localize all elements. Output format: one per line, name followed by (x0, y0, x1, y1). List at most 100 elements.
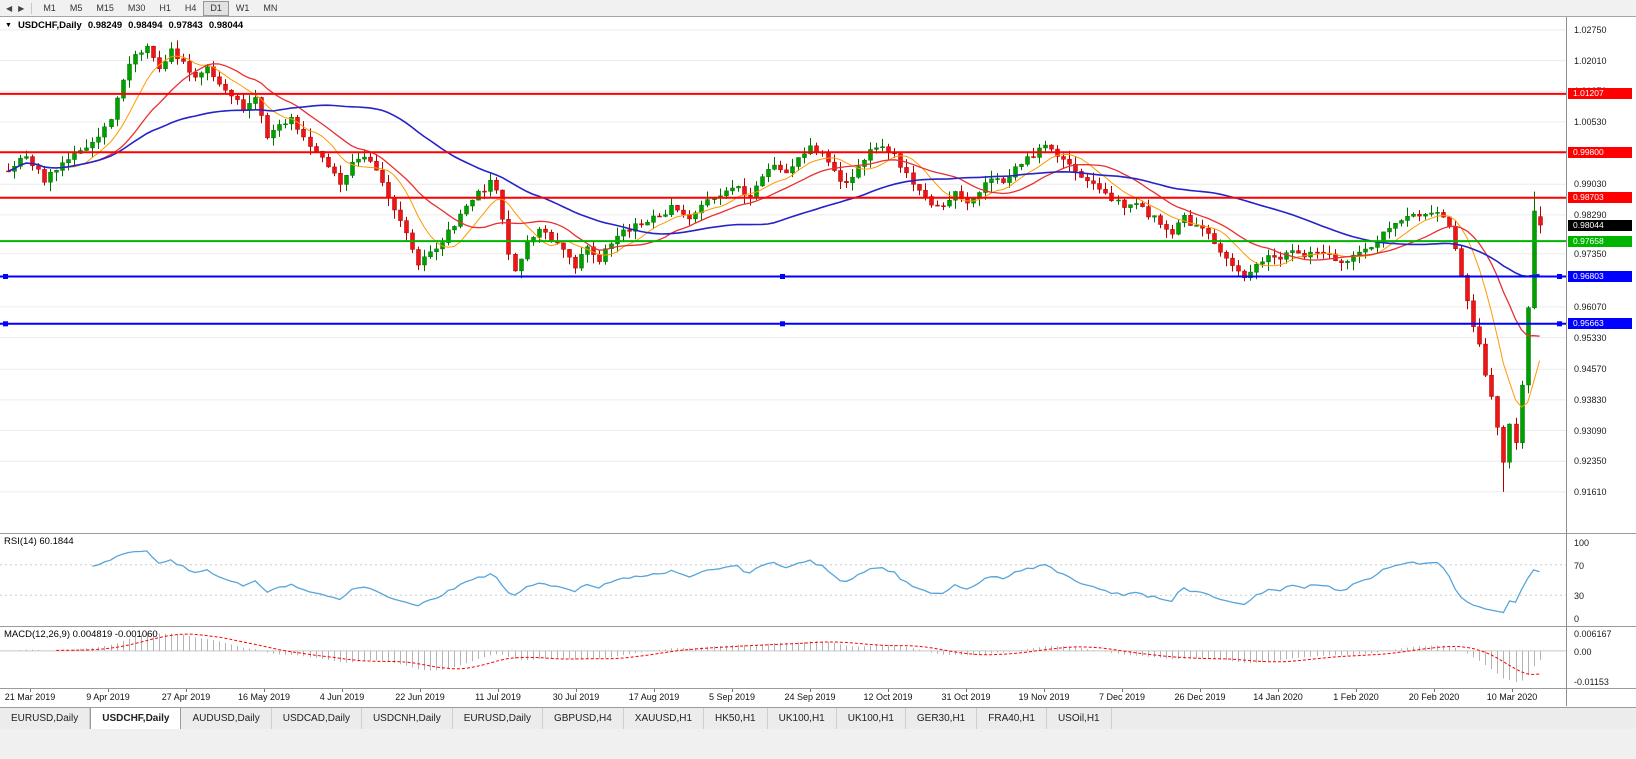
candle-body (947, 199, 952, 207)
panel-separator-3[interactable] (0, 688, 1636, 689)
candle-body (1471, 300, 1476, 327)
candle-body (874, 147, 879, 150)
macd-signal-line (56, 633, 1540, 676)
horizontal-line[interactable] (0, 321, 1566, 327)
timeframe-button-m5[interactable]: M5 (63, 1, 90, 16)
candle-body (1339, 260, 1344, 263)
chart-close-value: 0.98044 (208, 20, 244, 31)
price-tick-label: 0.93090 (1574, 425, 1607, 436)
candle-body (289, 117, 294, 125)
candle-body (48, 171, 53, 183)
chart-tab[interactable]: UK100,H1 (767, 708, 837, 729)
candle-body (133, 54, 138, 65)
candle-body (724, 190, 729, 197)
candle-body (1278, 256, 1283, 260)
chart-tab[interactable]: EURUSD,Daily (452, 708, 543, 729)
chart-collapse-icon[interactable]: ▼ (5, 22, 12, 29)
candlestick-chart[interactable] (0, 17, 1566, 533)
rsi-tick-label: 30 (1574, 591, 1585, 602)
price-axis-macd: 0.006167 0.00 -0.01153 (1567, 627, 1636, 688)
rsi-tick-label: 0 (1574, 614, 1580, 624)
candle-body (506, 219, 511, 255)
timeframe-button-m30[interactable]: M30 (121, 1, 153, 16)
price-tick-label: 0.93830 (1574, 394, 1607, 405)
candle-body (983, 182, 988, 193)
candle-body (350, 161, 355, 176)
candle-body (72, 153, 77, 160)
chart-tab[interactable]: XAUUSD,H1 (623, 708, 705, 729)
panel-separator-1[interactable] (0, 533, 1636, 534)
candle-body (1357, 251, 1362, 256)
candle-body (693, 212, 698, 220)
macd-chart[interactable] (0, 627, 1566, 688)
chart-tab[interactable]: USDCNH,Daily (361, 708, 453, 729)
date-label: 10 Mar 2020 (1486, 692, 1538, 702)
chart-tab[interactable]: FRA40,H1 (977, 708, 1047, 729)
candle-body (1206, 228, 1211, 234)
candle-body (561, 242, 566, 250)
candle-body (434, 248, 439, 253)
date-tick (420, 689, 421, 692)
candle-body (90, 141, 95, 149)
candle-body (1260, 261, 1265, 265)
candle-body (277, 124, 282, 131)
chart-tab[interactable]: GBPUSD,H4 (542, 708, 624, 729)
candle-body (422, 256, 427, 266)
candle-body (1134, 203, 1139, 205)
candle-body (1007, 176, 1012, 183)
candle-body (681, 209, 686, 215)
timeframe-button-h1[interactable]: H1 (152, 1, 178, 16)
candle-body (736, 186, 741, 189)
horizontal-line[interactable] (0, 274, 1566, 279)
candle-body (651, 215, 656, 223)
candle-body (428, 251, 433, 258)
date-label: 22 Jun 2019 (395, 692, 445, 702)
candle-body (1242, 270, 1247, 279)
chart-tab[interactable]: AUDUSD,Daily (181, 708, 272, 729)
current-price-flag: 0.98044 (1568, 219, 1632, 231)
candle-body (151, 45, 156, 58)
candle-body (1218, 243, 1223, 253)
rsi-tick-label: 70 (1574, 560, 1585, 571)
date-label: 11 Jul 2019 (475, 692, 521, 702)
date-label: 14 Jan 2020 (1253, 692, 1303, 702)
timeframe-button-d1[interactable]: D1 (203, 0, 229, 16)
date-tick (888, 689, 889, 692)
candle-body (627, 229, 632, 232)
scroll-right-icon[interactable]: ▶ (18, 3, 25, 13)
chart-tab[interactable]: HK50,H1 (704, 708, 768, 729)
date-label: 31 Oct 2019 (941, 692, 991, 702)
rsi-panel[interactable]: RSI(14) 60.1844 (0, 534, 1566, 626)
candle-body (1514, 423, 1519, 443)
timeframe-button-h4[interactable]: H4 (178, 1, 204, 16)
candle-body (398, 209, 403, 221)
timeframe-button-m15[interactable]: M15 (89, 1, 121, 16)
timeframe-button-mn[interactable]: MN (256, 1, 284, 16)
candle-body (259, 97, 264, 116)
candle-body (301, 129, 306, 138)
date-tick (1044, 689, 1045, 692)
scroll-left-icon[interactable]: ◀ (6, 3, 13, 13)
date-tick (732, 689, 733, 692)
candle-body (121, 79, 126, 99)
price-flag: 0.98703 (1568, 192, 1632, 204)
timeframe-buttons: M1 M5 M15 M30 H1 H4 D1 W1 MN (36, 0, 284, 16)
timeframe-button-w1[interactable]: W1 (229, 1, 257, 16)
chart-tab[interactable]: USOil,H1 (1046, 708, 1112, 729)
macd-panel[interactable]: MACD(12,26,9) 0.004819 -0.001060 (0, 627, 1566, 688)
candle-body (241, 99, 246, 111)
chart-tab[interactable]: GER30,H1 (905, 708, 978, 729)
axis-separator (1566, 17, 1567, 706)
chart-tab[interactable]: UK100,H1 (836, 708, 906, 729)
chart-tab[interactable]: EURUSD,Daily (0, 708, 91, 729)
candle-body (1272, 255, 1277, 258)
candle-body (1079, 171, 1084, 178)
chart-tab[interactable]: USDCAD,Daily (271, 708, 362, 729)
main-chart-panel[interactable]: ▼ USDCHF,Daily 0.98249 0.98494 0.97843 0… (0, 17, 1566, 533)
timeframe-button-m1[interactable]: M1 (36, 1, 63, 16)
rsi-chart[interactable] (0, 534, 1566, 626)
panel-separator-2[interactable] (0, 626, 1636, 627)
candle-body (609, 243, 614, 249)
chart-tab-active[interactable]: USDCHF,Daily (90, 708, 182, 729)
date-tick (342, 689, 343, 692)
